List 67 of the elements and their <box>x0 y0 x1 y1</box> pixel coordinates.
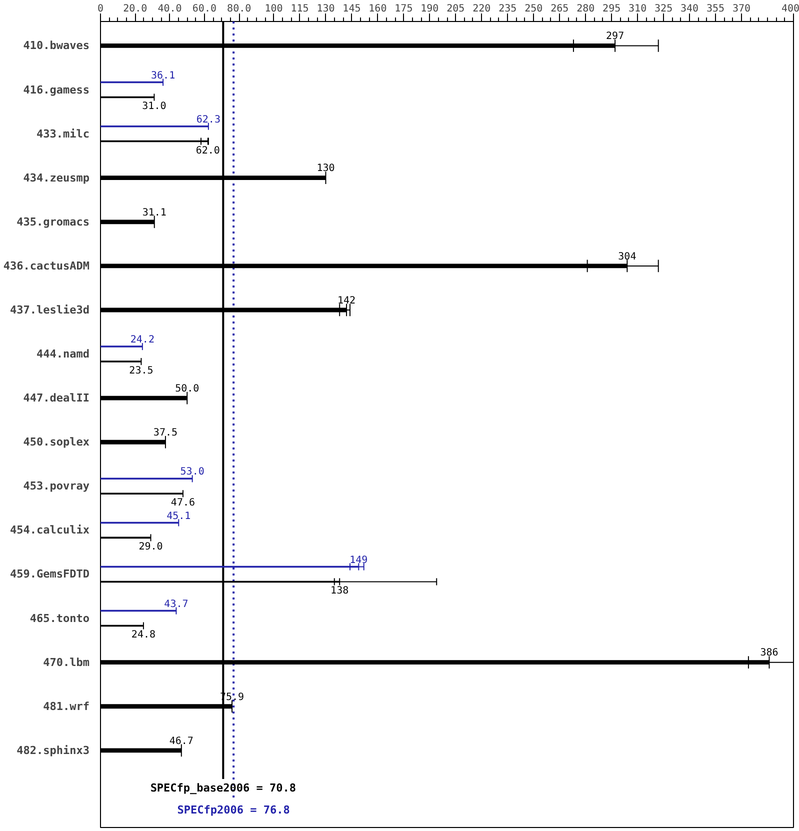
data-label: 31.0 <box>142 101 166 112</box>
x-tick-label: 80.0 <box>227 4 252 14</box>
y-tick-label: 465.tonto <box>30 612 90 625</box>
x-tick-label: 310 <box>628 4 647 14</box>
y-tick-label: 435.gromacs <box>16 215 90 228</box>
data-label: 53.0 <box>180 466 204 478</box>
x-tick-label: 295 <box>602 4 621 14</box>
ref-line-label: SPECfp_base2006 = 70.8 <box>150 781 296 794</box>
y-tick-label: 454.calculix <box>10 524 90 537</box>
x-tick-label: 355 <box>706 4 725 14</box>
data-label: 130 <box>316 163 335 174</box>
x-tick-label: 400 <box>781 4 799 14</box>
x-tick-label: 280 <box>576 4 595 14</box>
data-label: 31.1 <box>142 207 166 218</box>
data-label: 45.1 <box>166 510 191 522</box>
x-tick-label: 175 <box>394 4 413 14</box>
x-tick-label: 0 <box>97 4 104 14</box>
x-tick-label: 115 <box>290 4 309 14</box>
data-label: 47.6 <box>170 498 196 509</box>
x-tick-label: 100 <box>264 4 283 14</box>
x-tick-label: 220 <box>472 4 491 14</box>
data-label: 24.8 <box>131 630 156 641</box>
x-tick-label: 160 <box>368 4 387 14</box>
y-tick-label: 433.milc <box>36 127 90 140</box>
data-label: 62.3 <box>196 114 220 126</box>
data-label: 297 <box>606 31 624 42</box>
y-tick-label: 453.povray <box>23 480 90 493</box>
x-tick-label: 130 <box>316 4 335 14</box>
x-tick-label: 340 <box>680 4 699 14</box>
x-tick-label: 190 <box>420 4 439 14</box>
y-tick-label: 434.zeusmp <box>23 171 90 184</box>
x-tick-label: 205 <box>446 4 465 14</box>
data-label: 23.5 <box>129 365 154 376</box>
y-tick-label: 481.wrf <box>43 700 90 713</box>
data-label: 62.0 <box>196 145 220 156</box>
x-tick-label: 370 <box>732 4 751 14</box>
y-tick-label: 447.dealII <box>23 392 90 405</box>
y-tick-label: 459.GemsFDTD <box>10 568 90 581</box>
y-tick-label: 416.gamess <box>23 83 90 96</box>
data-label: 29.0 <box>138 542 163 553</box>
y-tick-label: 482.sphinx3 <box>16 744 90 757</box>
y-tick-label: 410.bwaves <box>23 39 90 52</box>
ref-line-label: SPECfp2006 = 76.8 <box>177 803 290 816</box>
data-label: 43.7 <box>164 598 188 610</box>
data-label: 36.1 <box>151 70 176 82</box>
data-label: 304 <box>618 251 636 262</box>
data-label: 50.0 <box>175 383 200 394</box>
x-tick-label: 325 <box>654 4 673 14</box>
y-tick-label: 437.leslie3d <box>10 303 90 316</box>
x-tick-label: 145 <box>342 4 361 14</box>
y-tick-label: 450.soplex <box>23 436 90 449</box>
x-tick-label: 60.0 <box>192 4 217 14</box>
x-tick-label: 250 <box>524 4 543 14</box>
x-tick-label: 20.0 <box>123 4 148 14</box>
x-tick-label: 235 <box>498 4 517 14</box>
y-tick-label: 470.lbm <box>43 656 90 669</box>
data-label: 24.2 <box>130 334 154 346</box>
data-label: 46.7 <box>169 736 194 747</box>
x-tick-label: 40.0 <box>158 4 182 14</box>
x-tick-label: 265 <box>550 4 569 14</box>
data-label: 386 <box>760 648 778 659</box>
y-tick-label: 436.cactusADM <box>3 259 90 272</box>
data-label: 149 <box>350 554 368 566</box>
data-label: 142 <box>337 295 356 306</box>
data-label: 138 <box>330 586 349 597</box>
y-tick-label: 444.namd <box>36 348 90 361</box>
data-label: 37.5 <box>153 428 178 439</box>
